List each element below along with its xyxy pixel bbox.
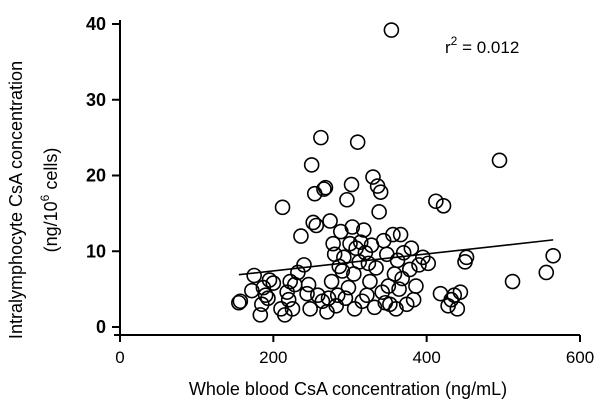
r-squared-prefix: r <box>445 38 451 57</box>
data-point <box>317 179 334 196</box>
data-point <box>395 244 412 261</box>
axes <box>114 20 580 336</box>
data-point <box>452 284 469 300</box>
data-point <box>246 267 262 284</box>
data-points <box>231 22 561 323</box>
data-point <box>329 287 346 303</box>
data-point <box>331 258 348 275</box>
data-point <box>282 273 299 290</box>
data-point <box>302 301 318 317</box>
data-point <box>231 294 247 311</box>
y-axis-label-line2-prefix: (ng/10 <box>41 201 61 252</box>
y-axis-label-exponent: 6 <box>38 194 52 201</box>
data-point <box>339 191 355 208</box>
data-point <box>355 222 372 238</box>
data-point <box>392 226 409 243</box>
data-point <box>368 260 384 276</box>
data-point <box>303 157 320 173</box>
y-tick-label: 0 <box>96 317 106 337</box>
data-point <box>284 301 301 317</box>
data-point <box>388 301 404 317</box>
x-tick-label: 0 <box>115 348 124 367</box>
y-axis-label-line2: (ng/106 cells) <box>38 148 61 253</box>
data-point <box>260 290 276 307</box>
data-point <box>428 193 444 210</box>
r-squared-annotation: r2 = 0.012 <box>445 34 519 57</box>
data-point <box>328 297 345 314</box>
data-point <box>274 199 291 216</box>
y-tick-label: 30 <box>86 90 106 110</box>
y-tick-label: 40 <box>86 14 106 34</box>
y-tick-label: 10 <box>86 241 106 261</box>
data-point <box>449 301 466 317</box>
data-point <box>344 219 361 235</box>
y-axis-label-line1: Intralymphocyte CsA concentration <box>6 61 26 339</box>
r-squared-exponent: 2 <box>451 34 458 48</box>
data-point <box>420 255 437 272</box>
data-point <box>371 204 387 220</box>
data-point <box>336 249 352 266</box>
data-point <box>340 279 357 296</box>
data-point <box>261 272 278 288</box>
data-point <box>366 299 383 316</box>
data-point <box>265 275 282 291</box>
x-tick-label: 400 <box>412 348 440 367</box>
r-squared-value: = 0.012 <box>457 38 519 57</box>
data-point <box>346 301 363 317</box>
x-tick-label: 200 <box>259 348 287 367</box>
data-point <box>325 235 341 252</box>
data-point <box>391 281 407 297</box>
y-axis-label-line2-suffix: cells) <box>41 148 61 195</box>
data-point <box>244 282 260 299</box>
data-point <box>300 276 317 293</box>
data-point <box>458 249 475 266</box>
x-axis-label: Whole blood CsA concentration (ng/mL) <box>189 379 507 399</box>
data-point <box>343 176 360 193</box>
data-point <box>352 234 369 250</box>
data-point <box>394 270 410 287</box>
data-point <box>254 296 270 313</box>
data-point <box>316 181 332 197</box>
x-tick-label: 600 <box>566 348 594 367</box>
data-point <box>305 214 322 231</box>
data-point <box>504 273 521 290</box>
y-tick-label: 20 <box>86 166 106 186</box>
data-point <box>337 290 354 307</box>
data-point <box>538 264 555 281</box>
data-point <box>232 293 249 310</box>
data-point <box>308 217 325 234</box>
data-point <box>491 152 508 169</box>
data-point <box>408 278 424 294</box>
data-point <box>545 247 561 264</box>
data-point <box>257 287 274 303</box>
data-point <box>403 240 420 257</box>
data-point <box>401 261 418 278</box>
data-point <box>362 273 378 290</box>
data-point <box>378 246 395 263</box>
data-point <box>385 226 401 243</box>
data-point <box>293 228 309 244</box>
data-point <box>374 284 391 300</box>
regression-line-group <box>238 239 554 276</box>
data-point <box>372 184 389 200</box>
data-point <box>252 307 269 323</box>
data-point <box>383 22 400 38</box>
data-point <box>280 291 297 308</box>
data-point <box>365 169 381 185</box>
data-point <box>380 278 397 294</box>
regression-line <box>238 239 554 276</box>
data-point <box>322 213 338 229</box>
data-point <box>411 257 427 273</box>
data-point <box>360 255 377 272</box>
data-point <box>313 129 329 146</box>
data-point <box>296 257 312 273</box>
data-point <box>323 273 340 290</box>
data-point <box>435 198 452 214</box>
data-point <box>349 134 366 150</box>
data-point <box>299 285 315 302</box>
